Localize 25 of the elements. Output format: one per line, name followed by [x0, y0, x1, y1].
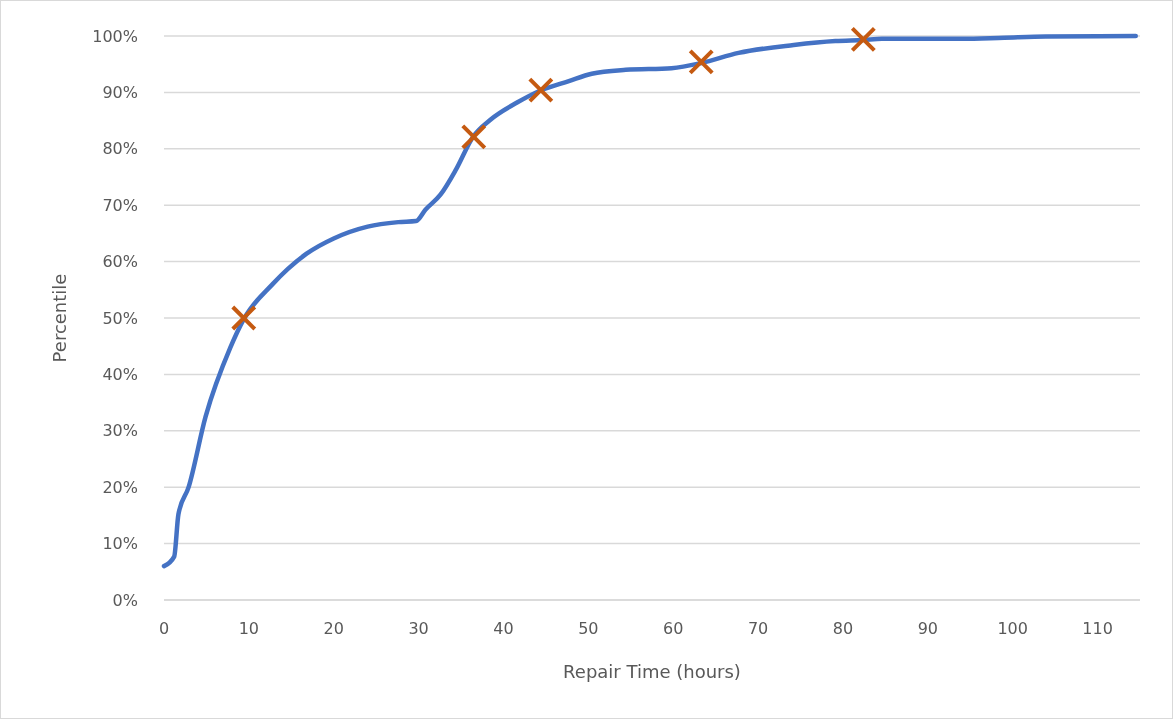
- y-tick-label: 60%: [102, 252, 138, 272]
- y-tick-label: 20%: [102, 477, 138, 497]
- x-tick-label: 90: [917, 619, 939, 638]
- x-tick-label: 0: [158, 619, 170, 638]
- x-tick-label: 20: [323, 619, 344, 638]
- x-tick-label: 110: [1082, 619, 1113, 638]
- x-tick-label: 100: [997, 619, 1028, 638]
- x-axis-title: Repair Time (hours): [563, 661, 741, 682]
- y-axis-title: Percentile: [49, 273, 70, 363]
- x-tick-label: 50: [578, 619, 599, 638]
- y-tick-label: 70%: [102, 195, 138, 215]
- y-tick-label: 30%: [102, 421, 138, 441]
- x-tick-label: 60: [663, 619, 684, 638]
- x-tick-label: 40: [493, 619, 514, 638]
- y-tick-label: 100%: [92, 26, 138, 46]
- y-tick-label: 40%: [102, 365, 138, 384]
- y-tick-label: 10%: [102, 534, 138, 554]
- y-tick-label: 0%: [112, 590, 138, 610]
- y-tick-label: 50%: [102, 308, 138, 328]
- y-tick-label: 90%: [102, 83, 138, 102]
- x-tick-label: 80: [832, 619, 854, 638]
- x-tick-label: 70: [747, 619, 769, 638]
- y-tick-label: 80%: [102, 139, 138, 159]
- x-tick-label: 30: [408, 619, 429, 638]
- x-tick-label: 10: [238, 619, 260, 638]
